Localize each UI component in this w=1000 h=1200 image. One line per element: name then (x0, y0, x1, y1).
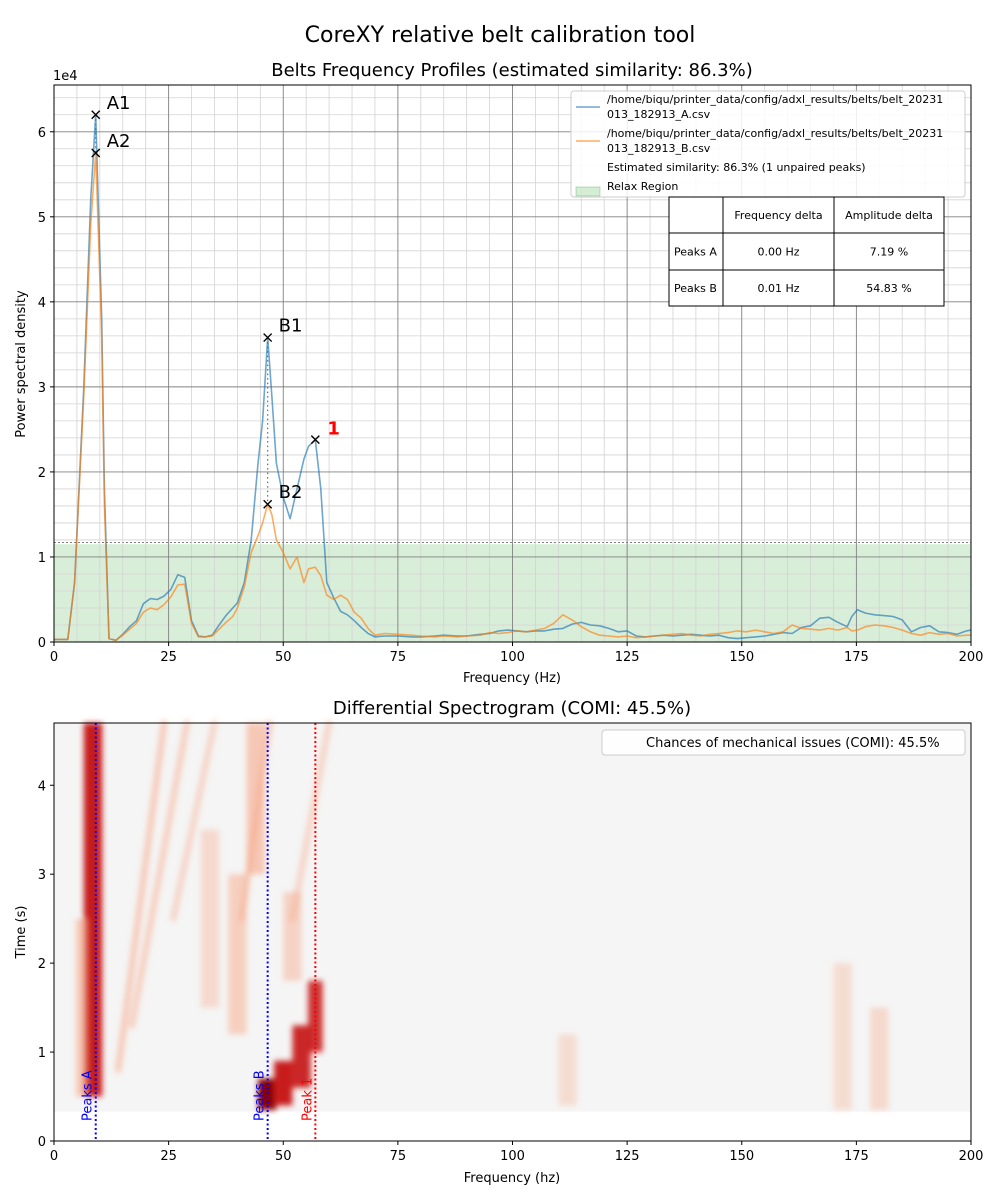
x-tick-label: 150 (729, 1149, 754, 1164)
x-tick-label: 125 (615, 1149, 640, 1164)
table-background (669, 197, 944, 306)
table-text: 0.00 Hz (757, 246, 799, 259)
table-text: Peaks B (674, 282, 717, 295)
table-text: Peaks A (674, 246, 717, 259)
table-text: Frequency delta (734, 209, 822, 222)
spectrogram-blob (83, 723, 103, 1097)
x-tick-label: 175 (844, 650, 869, 665)
series-line-b (54, 152, 971, 642)
psd-legend: /home/biqu/printer_data/config/adxl_resu… (570, 90, 966, 198)
x-tick-label: 200 (959, 650, 984, 665)
spectrogram-streak (170, 720, 218, 922)
spectrogram-blob (292, 1025, 311, 1088)
figure-suptitle: CoreXY relative belt calibration tool (305, 23, 696, 48)
y-tick-label: 3 (38, 868, 46, 883)
y-tick-label: 1 (38, 551, 46, 566)
spectrogram-title: Differential Spectrogram (COMI: 45.5%) (333, 698, 691, 719)
spectrogram-streak (238, 720, 273, 922)
spectrogram-streak (289, 720, 333, 922)
peak-vline-label: Peaks A (81, 1070, 96, 1121)
x-tick-label: 100 (500, 650, 525, 665)
spectrogram-blob (558, 1034, 577, 1106)
x-tick-label: 150 (729, 650, 754, 665)
spectrogram-y-axis-label: Time (s) (14, 906, 29, 960)
legend-text: Estimated similarity: 86.3% (1 unpaired … (607, 161, 866, 174)
y-tick-label: 1 (38, 1046, 46, 1061)
x-tick-label: 125 (615, 650, 640, 665)
peak-label: B2 (279, 482, 303, 503)
psd-y-axis-label: Power spectral density (14, 290, 29, 438)
peak-label: 1 (327, 419, 340, 440)
y-tick-label: 5 (38, 211, 46, 226)
spectrogram-blobs (76, 720, 889, 1110)
x-tick-label: 175 (844, 1149, 869, 1164)
peak-label: A2 (107, 131, 131, 152)
peak-vline-label: Peaks B (253, 1070, 268, 1121)
peak-label: A1 (107, 93, 131, 114)
legend-text: /home/biqu/printer_data/config/adxl_resu… (607, 127, 943, 140)
spectrogram-blob (870, 1007, 889, 1110)
peak-marker (310, 435, 320, 445)
spectrogram-blob (274, 1060, 293, 1106)
legend-text: /home/biqu/printer_data/config/adxl_resu… (607, 93, 943, 106)
spectrogram-chart: Differential Spectrogram (COMI: 45.5%) F… (14, 698, 983, 1186)
peak-label: B1 (279, 316, 303, 337)
x-tick-label: 75 (390, 1149, 407, 1164)
y-tick-label: 4 (38, 779, 46, 794)
peak-marker (91, 148, 101, 158)
y-tick-label: 0 (38, 636, 46, 651)
psd-chart-title: Belts Frequency Profiles (estimated simi… (271, 60, 752, 81)
spectrogram-blob (283, 891, 302, 981)
legend-text: 013_182913_B.csv (607, 142, 711, 155)
table-text: 7.19 % (870, 246, 908, 259)
spectrogram-blob (200, 829, 220, 1008)
y-tick-label: 6 (38, 126, 46, 141)
spectrogram-streak (128, 720, 190, 1029)
y-tick-label: 2 (38, 957, 46, 972)
x-tick-label: 50 (275, 1149, 292, 1164)
comi-legend-box (601, 729, 966, 756)
y-tick-label: 2 (38, 466, 46, 481)
table-text: Amplitude delta (845, 209, 933, 222)
comi-legend: Chances of mechanical issues (COMI): 45.… (601, 729, 966, 756)
table-text: 0.01 Hz (757, 282, 799, 295)
table-cell (833, 269, 945, 307)
y-tick-label: 0 (38, 1135, 46, 1150)
x-tick-label: 0 (50, 1149, 58, 1164)
spectrogram-streak (115, 720, 168, 1073)
x-tick-label: 0 (50, 650, 58, 665)
x-tick-label: 200 (959, 1149, 984, 1164)
psd-chart: Belts Frequency Profiles (estimated simi… (14, 60, 983, 686)
legend-text: Relax Region (607, 180, 678, 193)
legend-text: 013_182913_A.csv (607, 108, 711, 121)
spectrogram-blob (258, 1078, 277, 1110)
legend-patch-swatch (575, 186, 601, 197)
spectrogram-x-axis-label: Frequency (hz) (464, 1171, 561, 1186)
table-text: 54.83 % (866, 282, 911, 295)
peak-marker (263, 333, 273, 343)
x-tick-label: 50 (275, 650, 292, 665)
peak-marker (91, 110, 101, 120)
comi-legend-text: Chances of mechanical issues (COMI): 45.… (646, 736, 940, 751)
psd-x-axis-label: Frequency (Hz) (463, 671, 561, 686)
peaks-table: Frequency delta Amplitude delta Peaks A 0.0… (668, 196, 945, 307)
peak-marker (263, 499, 273, 509)
y-tick-label: 3 (38, 381, 46, 396)
psd-y-scale-label: 1e4 (53, 69, 78, 84)
spectrogram-blob (833, 963, 852, 1110)
x-tick-label: 25 (160, 650, 177, 665)
x-tick-label: 100 (500, 1149, 525, 1164)
peak-vline-label: Peak 1 (300, 1078, 315, 1121)
y-tick-label: 4 (38, 296, 46, 311)
spectrogram-blob (76, 918, 88, 1097)
x-tick-label: 75 (390, 650, 407, 665)
x-tick-label: 25 (160, 1149, 177, 1164)
